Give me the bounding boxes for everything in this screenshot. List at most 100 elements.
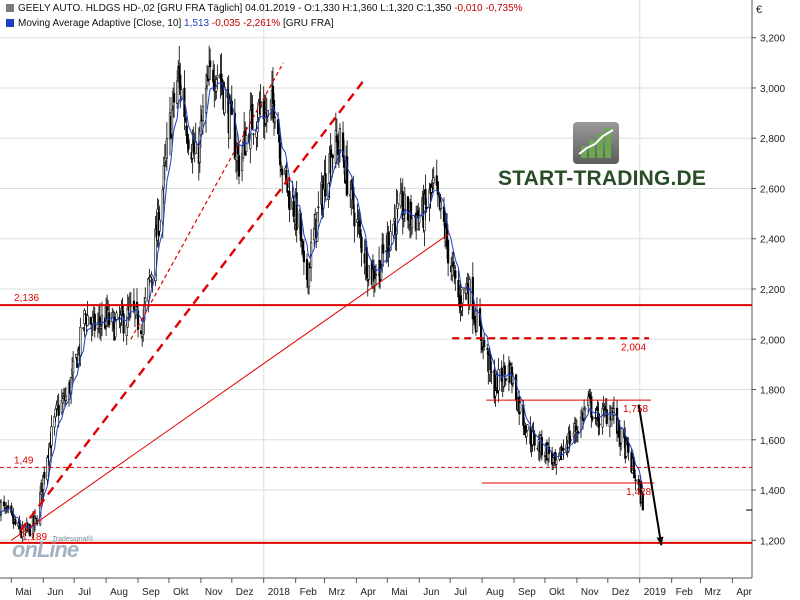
- time-tick-label: Jun: [423, 587, 439, 598]
- candle-body: [316, 212, 319, 242]
- header-date: 04.01.2019: [245, 3, 296, 14]
- candle-body: [576, 431, 580, 434]
- candle-body: [399, 192, 402, 207]
- candle-body: [594, 417, 597, 419]
- candle-body: [83, 310, 86, 325]
- candle-body: [114, 320, 117, 338]
- time-tick-label: Mai: [15, 587, 31, 598]
- candle-body: [452, 262, 455, 268]
- candle-body: [504, 378, 507, 381]
- time-tick-label: Nov: [205, 587, 223, 598]
- candle-body: [287, 186, 290, 192]
- candle-body: [295, 192, 298, 231]
- candle-body: [317, 206, 320, 208]
- candle-body: [161, 189, 164, 223]
- candle-body: [50, 426, 53, 446]
- candle-body: [590, 396, 593, 418]
- candle-body: [489, 354, 492, 371]
- price-tick-label: 1,200: [760, 536, 785, 547]
- candle-body: [494, 390, 497, 397]
- tradesignal-online-text: onLine: [12, 537, 79, 562]
- candle-body: [34, 517, 38, 520]
- candle-body: [208, 66, 211, 80]
- trend-line: [11, 233, 450, 541]
- candle-body: [84, 313, 87, 315]
- candle-body: [209, 60, 212, 68]
- candle-body: [151, 275, 154, 280]
- candle-body: [424, 189, 427, 205]
- candle-body: [358, 221, 361, 227]
- candle-body: [141, 336, 144, 339]
- time-tick-label: Dez: [236, 587, 254, 598]
- candle-body: [519, 402, 522, 413]
- candle-body: [237, 155, 241, 177]
- candle-body: [184, 118, 187, 121]
- candle-body: [57, 405, 60, 416]
- candle-body: [569, 439, 572, 441]
- candle-body: [216, 75, 219, 79]
- candle-body: [359, 229, 362, 236]
- candle-body: [313, 227, 316, 241]
- candle-body: [439, 201, 442, 210]
- candle-body: [324, 173, 327, 197]
- candle-body: [598, 423, 601, 426]
- candle-body: [180, 89, 183, 100]
- time-tick-label: Nov: [581, 587, 599, 598]
- candle-body: [99, 326, 103, 329]
- candle-body: [453, 268, 456, 271]
- candle-body: [302, 250, 305, 263]
- candle-body: [212, 69, 215, 83]
- candle-body: [0, 501, 3, 515]
- candle-body: [278, 134, 281, 143]
- candle-body: [46, 457, 49, 481]
- time-tick-label: Aug: [110, 587, 128, 598]
- candle-body: [346, 156, 349, 195]
- candle-body: [392, 223, 395, 236]
- candle-body: [468, 279, 471, 305]
- candle-body: [634, 479, 637, 482]
- price-tick-label: 2,000: [760, 335, 785, 346]
- candle-body: [273, 117, 277, 123]
- candle-body: [403, 194, 406, 214]
- candle-body: [331, 154, 334, 159]
- candle-body: [389, 231, 392, 251]
- candle-body: [552, 457, 555, 463]
- time-tick-label: Apr: [736, 587, 752, 598]
- candle-body: [531, 430, 534, 446]
- time-tick-label: 2019: [644, 587, 667, 598]
- candle-body: [475, 309, 479, 332]
- candle-body: [366, 279, 369, 282]
- candle-body: [89, 316, 92, 325]
- candle-body: [43, 471, 46, 479]
- level-label: 1,49: [14, 455, 34, 466]
- candle-body: [338, 128, 342, 153]
- candle-body: [479, 323, 483, 341]
- time-tick-label: Feb: [676, 587, 694, 598]
- candle-body: [165, 138, 168, 159]
- candle-body: [147, 278, 150, 302]
- candle-body: [503, 365, 506, 375]
- candle-body: [228, 99, 231, 139]
- candle-body: [115, 312, 118, 320]
- candle-body: [198, 130, 201, 163]
- candle-body: [288, 191, 291, 211]
- candle-body: [396, 202, 399, 210]
- price-tick-label: 2,200: [760, 285, 785, 296]
- candle-body: [497, 368, 500, 391]
- candle-body: [79, 326, 82, 356]
- candle-body: [374, 273, 378, 276]
- header-ohlc: - O:1,330 H:1,360 L:1,320 C:1,350: [295, 3, 452, 14]
- time-tick-label: Sep: [518, 587, 536, 598]
- candle-body: [490, 371, 493, 373]
- time-tick-label: Jun: [47, 587, 63, 598]
- candle-body: [7, 505, 10, 509]
- candle-body: [605, 409, 608, 424]
- candle-body: [82, 327, 85, 329]
- candle-body: [641, 493, 644, 511]
- candle-body: [140, 330, 143, 334]
- candle-body: [61, 398, 64, 404]
- candle-body: [305, 259, 309, 280]
- candle-body: [112, 313, 115, 317]
- candle-body: [98, 316, 102, 326]
